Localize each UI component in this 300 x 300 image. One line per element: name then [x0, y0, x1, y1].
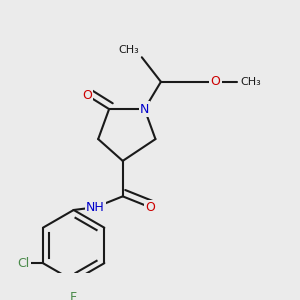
Text: O: O: [211, 75, 220, 88]
Text: O: O: [82, 89, 92, 102]
Text: CH₃: CH₃: [240, 77, 261, 87]
Text: CH₃: CH₃: [118, 44, 139, 55]
Text: N: N: [140, 103, 149, 116]
Text: NH: NH: [86, 201, 105, 214]
Text: O: O: [145, 201, 155, 214]
Text: Cl: Cl: [18, 257, 30, 270]
Text: F: F: [70, 291, 77, 300]
